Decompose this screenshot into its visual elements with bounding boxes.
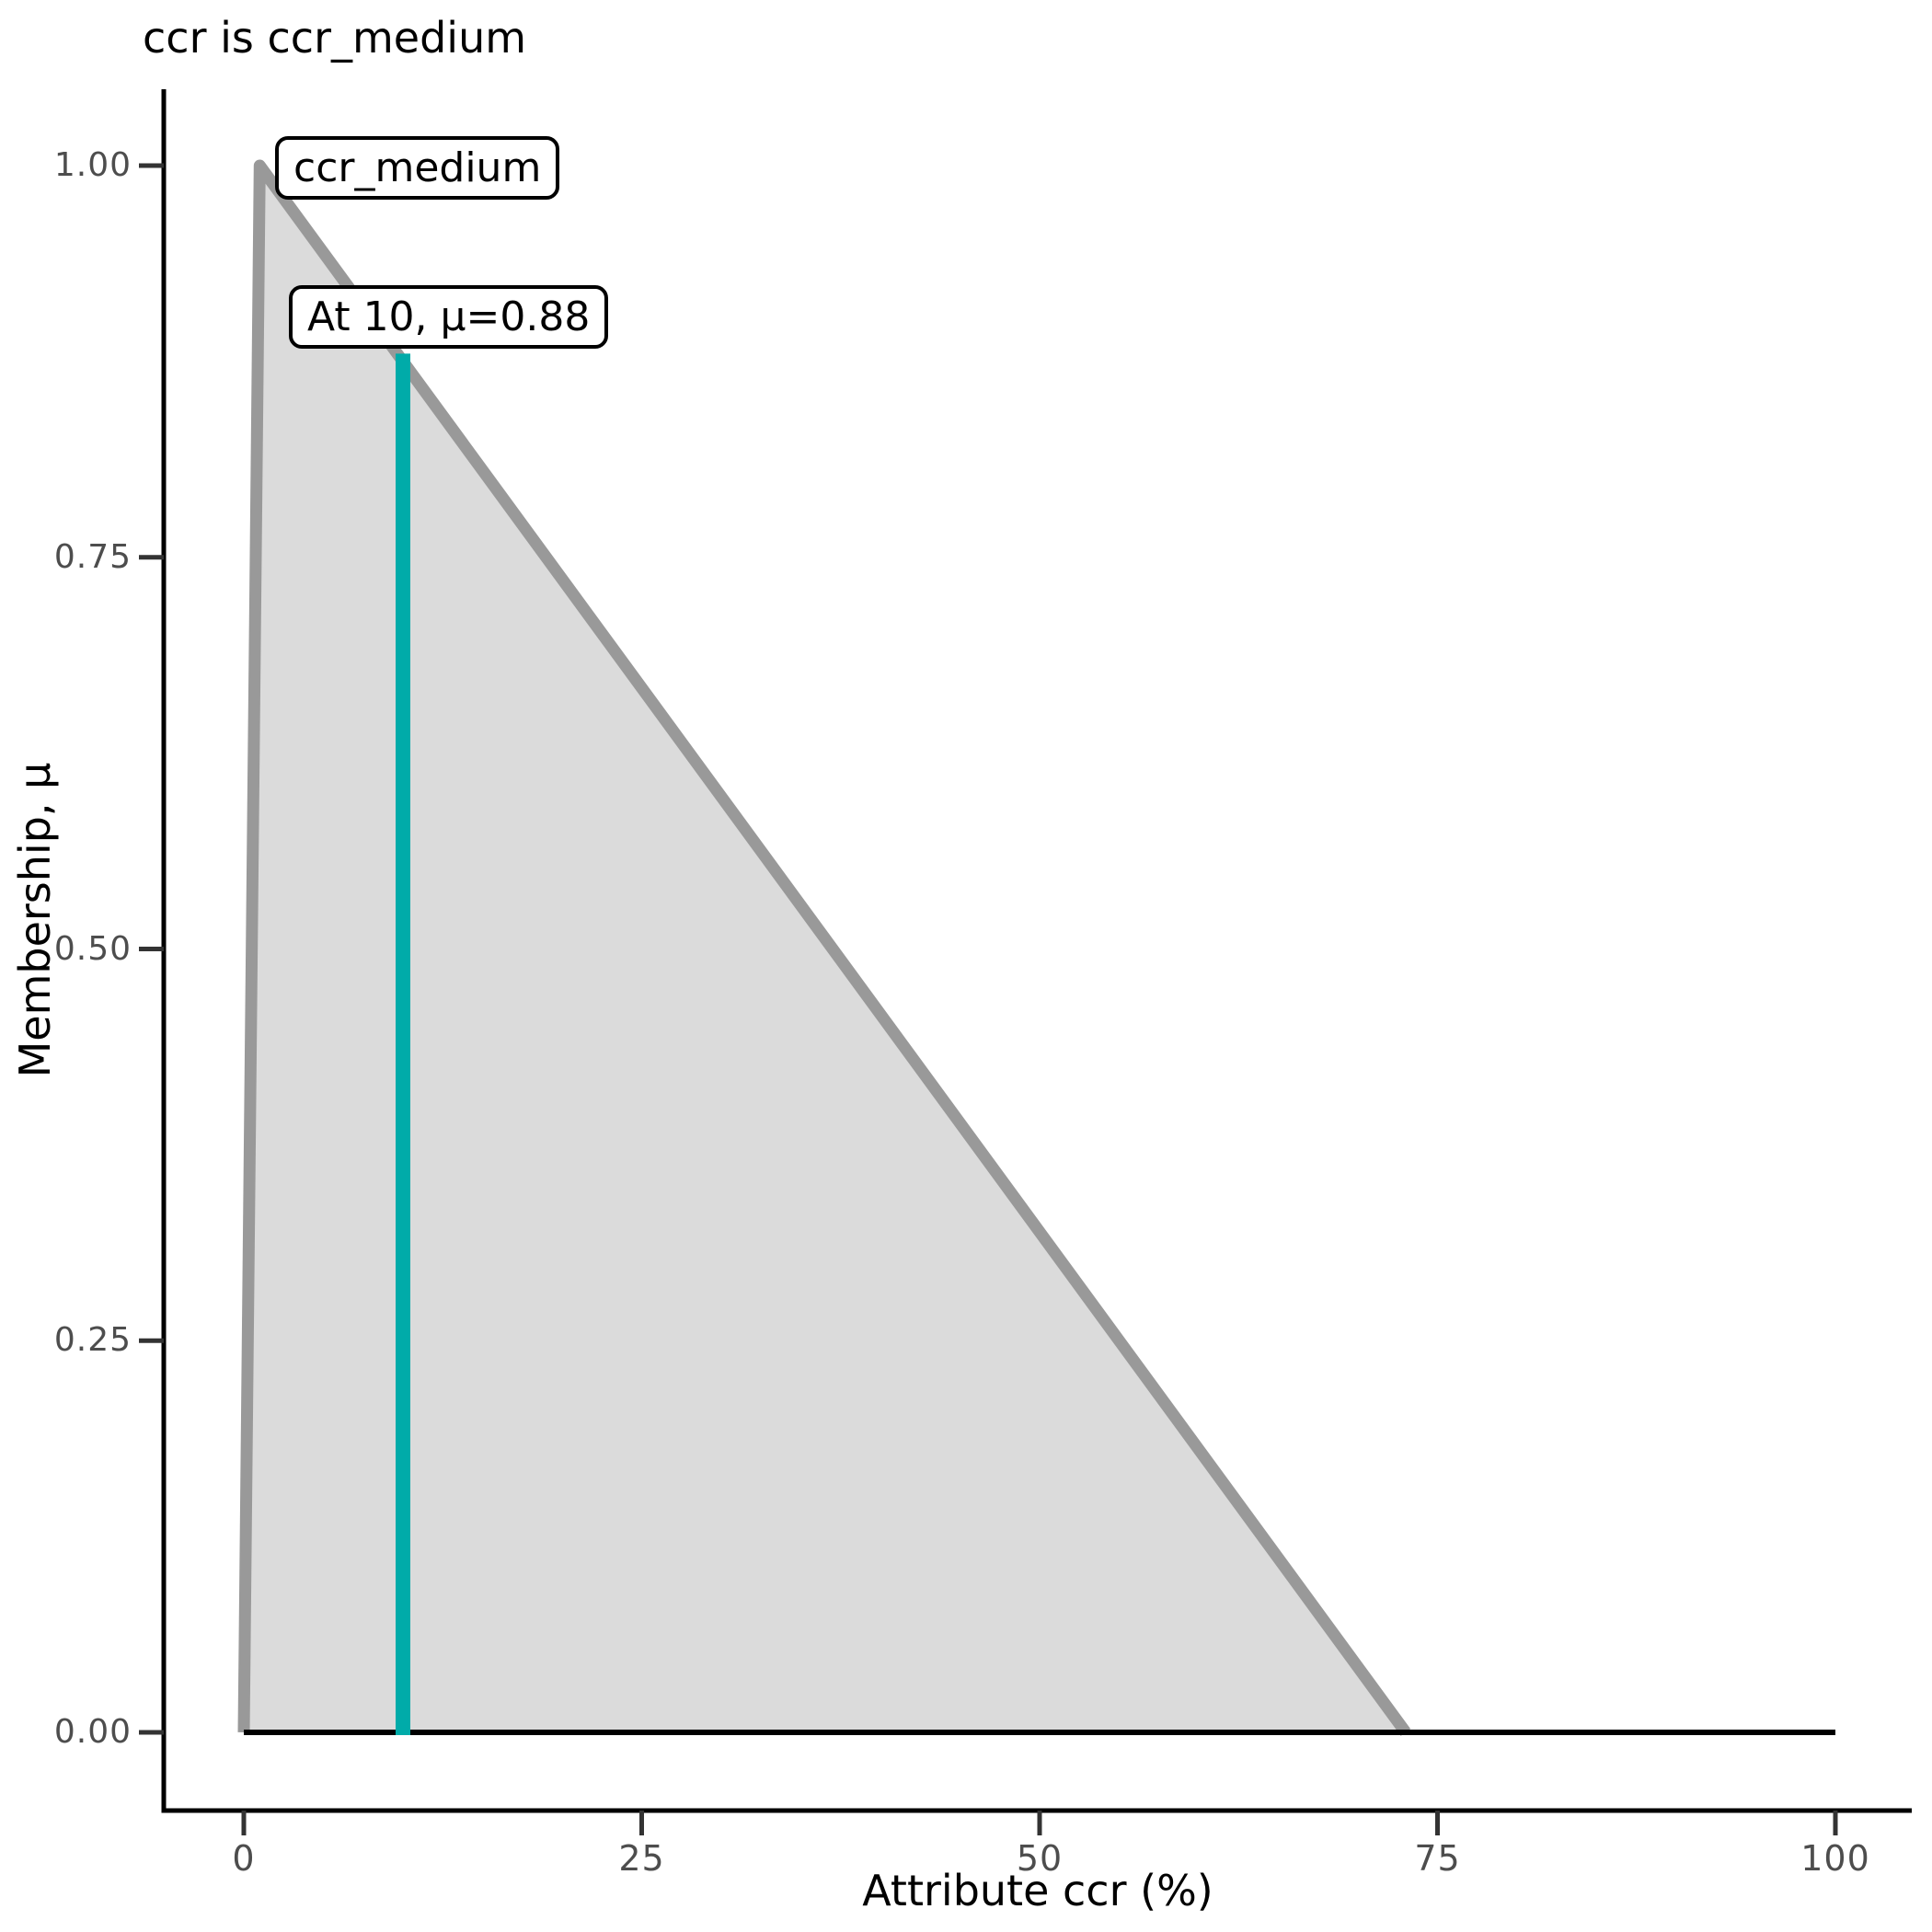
- x-tick-label: 0: [232, 1838, 256, 1879]
- annotation-set-name: ccr_medium: [275, 136, 560, 200]
- y-tick-label: 0.50: [53, 929, 132, 968]
- x-tick-label: 50: [1016, 1838, 1064, 1879]
- ccr_medium-membership-function-line: [237, 159, 1411, 1736]
- y-tick-label: 0.75: [53, 537, 132, 576]
- x-tick-label: 25: [618, 1838, 665, 1879]
- y-tick-label: 0.25: [53, 1321, 132, 1360]
- y-axis-title: Membership, μ: [10, 762, 60, 1078]
- x-axis-title: Attribute ccr (%): [862, 1866, 1213, 1915]
- annotation-evaluation: At 10, μ=0.88: [289, 285, 609, 349]
- plot-title: ccr is ccr_medium: [143, 13, 527, 63]
- y-tick-label: 1.00: [53, 146, 132, 184]
- x-tick-label: 75: [1414, 1838, 1461, 1879]
- x-tick-label: 100: [1800, 1838, 1870, 1879]
- y-tick-label: 0.00: [53, 1713, 132, 1751]
